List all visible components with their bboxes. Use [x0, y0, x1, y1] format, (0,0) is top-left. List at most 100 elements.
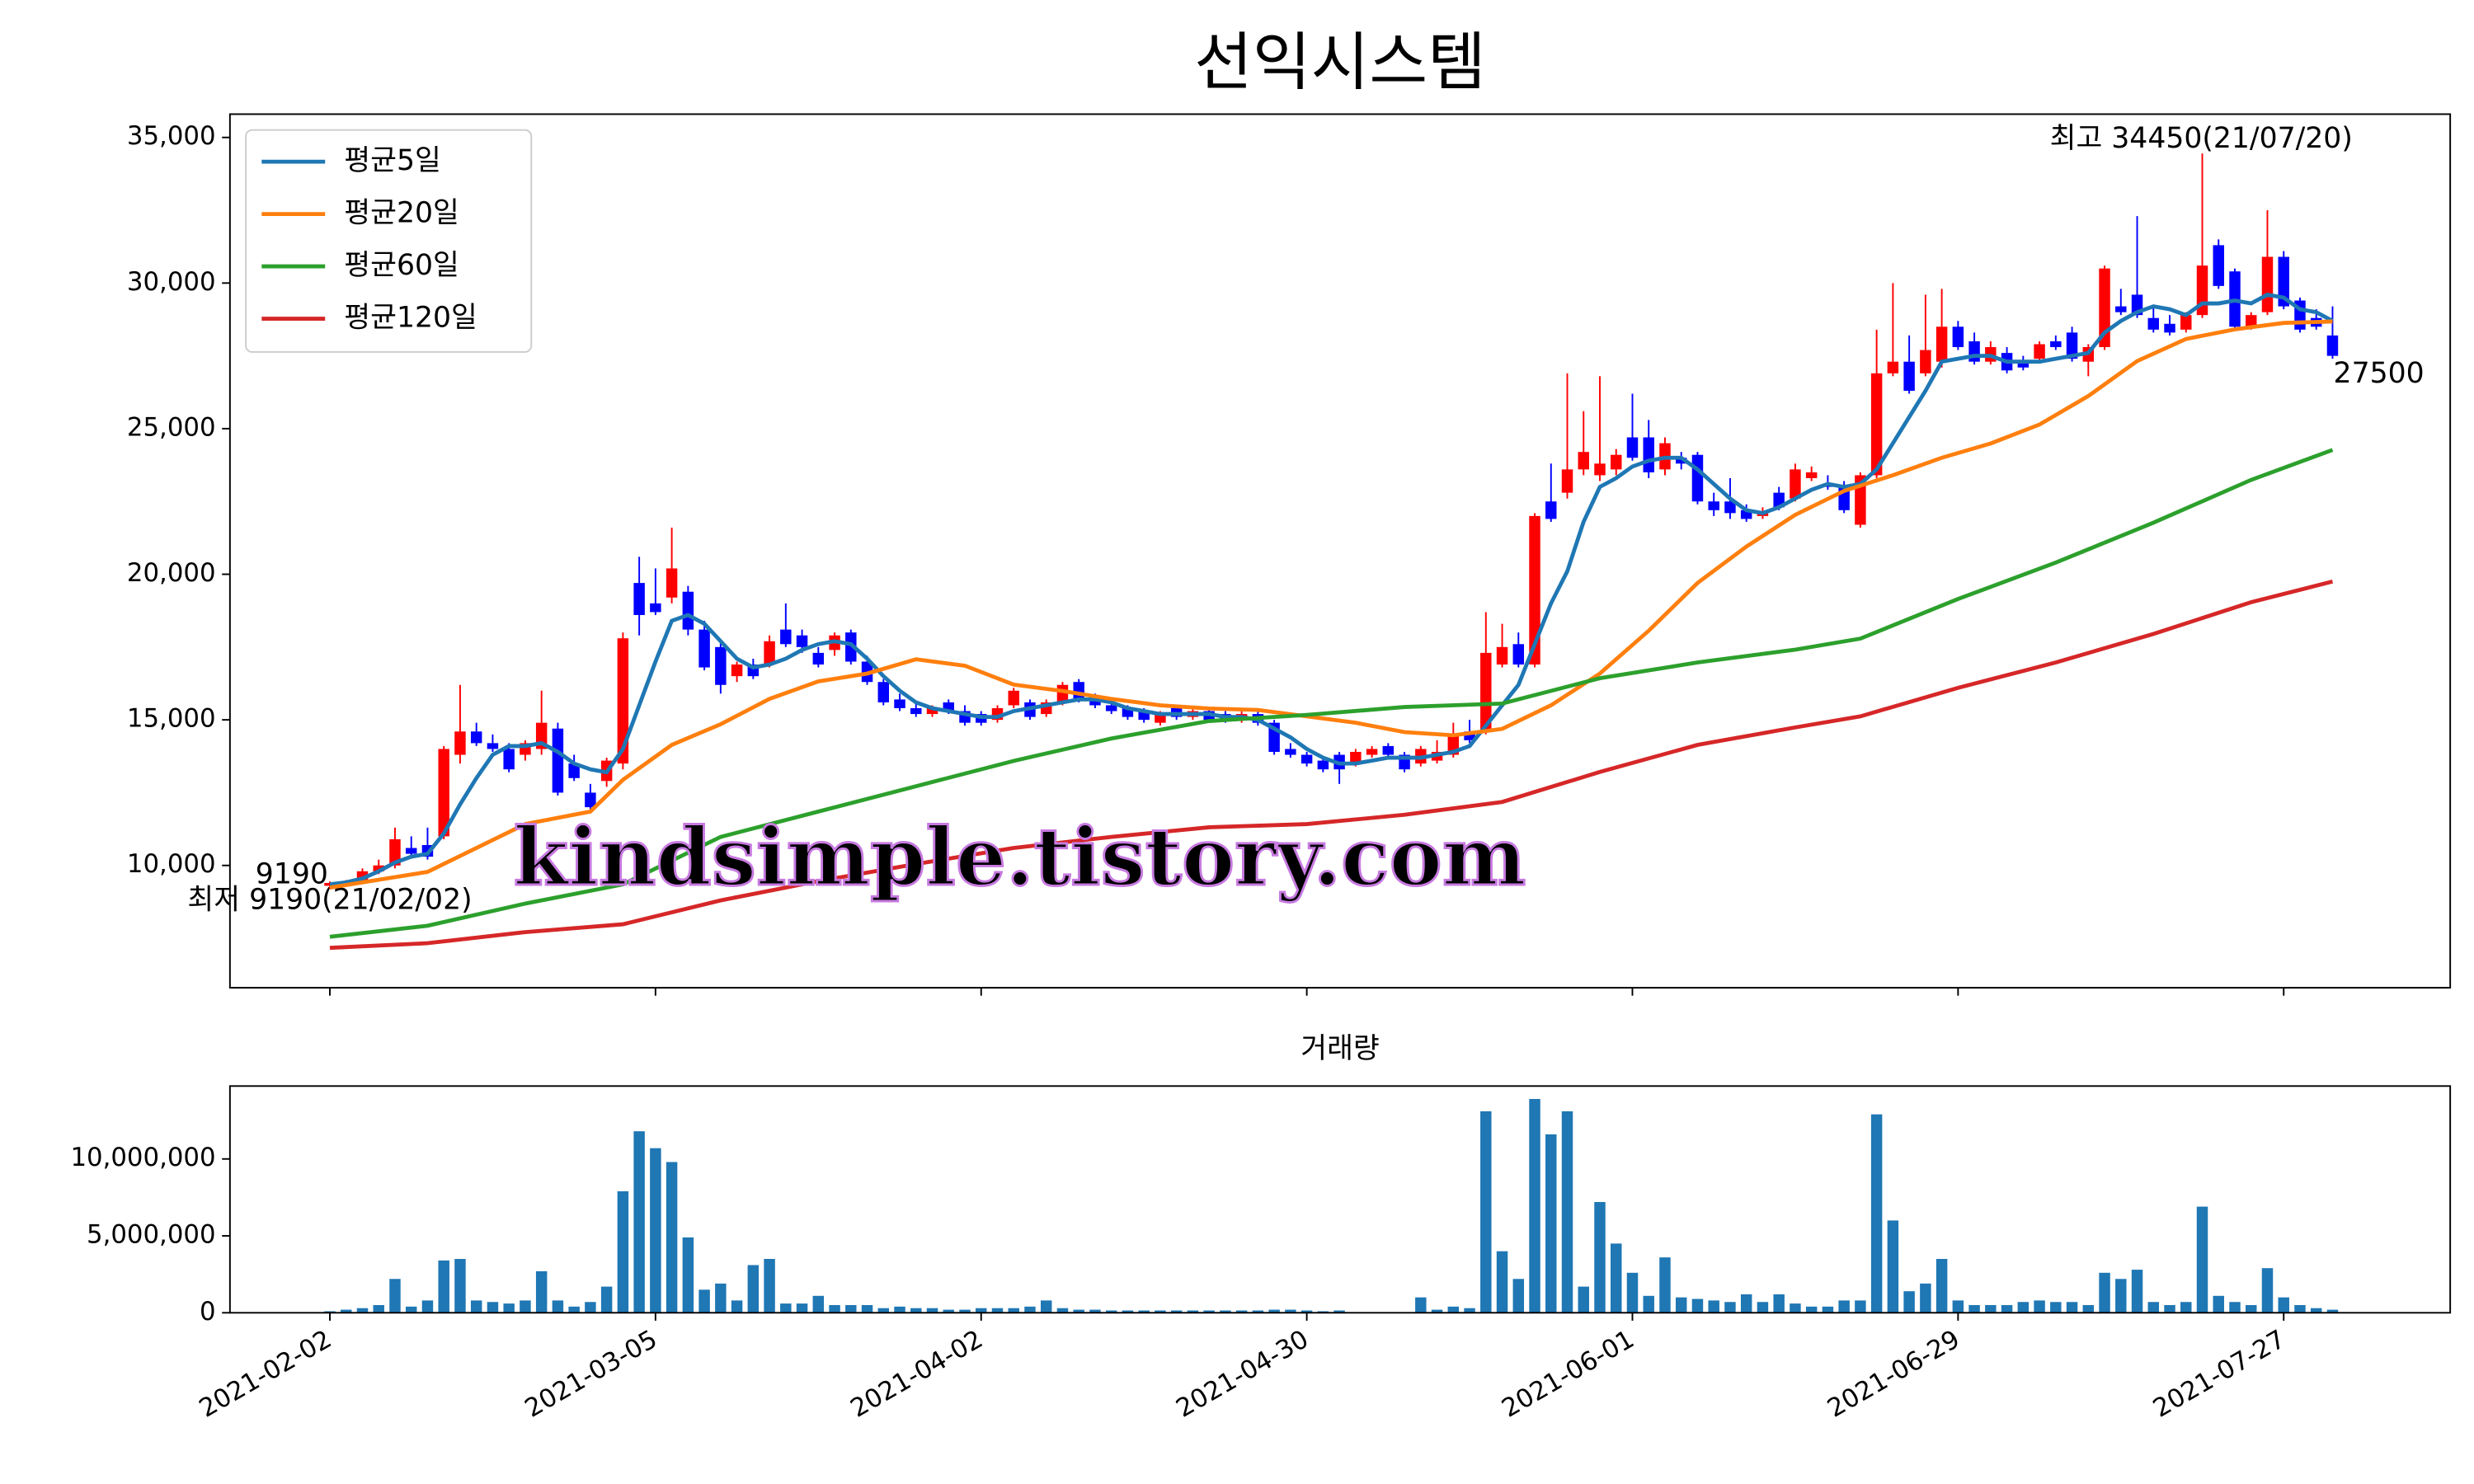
- volume-bar: [2229, 1302, 2241, 1313]
- volume-bar: [1870, 1114, 1883, 1313]
- candle-body: [1545, 501, 1557, 519]
- candle-body: [780, 629, 792, 645]
- volume-bar: [2115, 1279, 2127, 1313]
- candle-body: [682, 591, 694, 630]
- volume-bar: [1643, 1295, 1654, 1313]
- candle-body: [698, 629, 710, 668]
- volume-bar: [1920, 1283, 1931, 1313]
- candle-body: [1870, 373, 1883, 476]
- candle-body: [715, 646, 727, 685]
- candle-body: [2213, 245, 2224, 286]
- candle-body: [1073, 682, 1084, 700]
- volume-bar: [2310, 1308, 2322, 1313]
- candle-body: [1008, 690, 1019, 706]
- volume-bar: [389, 1279, 401, 1313]
- volume-bar: [2180, 1302, 2192, 1313]
- volume-bar: [1333, 1310, 1345, 1313]
- candle-body: [1122, 708, 1134, 717]
- volume-bar: [1187, 1310, 1199, 1313]
- volume-axes-frame: [228, 1085, 2452, 1314]
- candle-body: [2180, 315, 2192, 330]
- y-tick-label: 10,000: [127, 849, 216, 879]
- candle-body: [2099, 268, 2110, 348]
- volume-bar: [2213, 1295, 2224, 1313]
- volume-bar: [1040, 1300, 1052, 1313]
- y-tick-label: 30,000: [127, 267, 216, 297]
- candle-body: [585, 792, 596, 808]
- candle-body: [1790, 469, 1801, 499]
- candle-body: [1285, 749, 1296, 755]
- volume-bar: [715, 1283, 727, 1313]
- candle-body: [1887, 361, 1899, 373]
- candle-body: [2066, 332, 2078, 359]
- candle-body: [731, 665, 743, 677]
- volume-bar: [503, 1303, 515, 1313]
- volume-bar: [1708, 1300, 1719, 1313]
- candle-body: [1138, 711, 1150, 721]
- volume-bar: [1935, 1259, 1948, 1313]
- legend-label: 평균60일: [344, 249, 459, 282]
- volume-bar: [861, 1304, 873, 1313]
- volume-bar: [1887, 1220, 1899, 1313]
- volume-bar: [764, 1259, 775, 1313]
- candle-body: [764, 641, 775, 665]
- candle-body: [1561, 469, 1573, 493]
- volume-bar: [976, 1308, 987, 1313]
- volume-bar: [1903, 1291, 1915, 1313]
- candle-body: [487, 743, 499, 749]
- volume-bar: [470, 1300, 482, 1313]
- y-tick-label: 25,000: [127, 412, 216, 442]
- candle-body: [926, 708, 938, 715]
- volume-bar: [454, 1259, 466, 1313]
- volume-bar: [1985, 1304, 1997, 1313]
- candle-body: [470, 731, 482, 744]
- volume-bar: [1105, 1310, 1117, 1313]
- candle-body: [405, 848, 417, 854]
- candle-body: [1594, 463, 1606, 476]
- volume-bar: [1431, 1309, 1443, 1313]
- volume-bar: [1773, 1294, 1785, 1313]
- candle-body: [373, 865, 384, 871]
- volume-bar: [1561, 1111, 1573, 1313]
- candle-body: [1920, 350, 1931, 373]
- volume-bar: [487, 1302, 499, 1313]
- candle-body: [2164, 323, 2175, 333]
- candle-body: [1382, 745, 1395, 755]
- volume-bar: [568, 1306, 580, 1313]
- candle-body: [568, 763, 580, 778]
- chart-title: 선익시스템: [1194, 26, 1486, 100]
- candle-body: [1724, 501, 1736, 514]
- volume-bar: [1659, 1257, 1671, 1313]
- volume-bar: [731, 1300, 743, 1313]
- volume-bar: [877, 1308, 890, 1313]
- volume-bar: [1757, 1302, 1769, 1313]
- volume-bar: [2001, 1304, 2013, 1313]
- volume-bar: [2066, 1302, 2078, 1313]
- candle-body: [356, 871, 369, 881]
- volume-bar: [829, 1304, 840, 1313]
- volume-bar: [421, 1300, 434, 1313]
- volume-bar: [1024, 1306, 1036, 1313]
- volume-bar: [617, 1190, 629, 1313]
- ma-line: [329, 448, 2334, 939]
- volume-bar: [1790, 1303, 1801, 1313]
- volume-bar: [1155, 1310, 1166, 1313]
- candle-body: [943, 702, 954, 711]
- candle-body: [552, 728, 564, 793]
- candle-body: [1675, 458, 1687, 464]
- volume-bar: [682, 1237, 694, 1313]
- volume-bar: [1056, 1308, 1069, 1313]
- candle-body: [1626, 437, 1639, 458]
- candle-body: [894, 699, 905, 709]
- volume-bar: [1838, 1300, 1850, 1313]
- volume-bar: [2246, 1304, 2257, 1313]
- candle-body: [2017, 361, 2030, 368]
- ma-line: [329, 319, 2333, 890]
- volume-bar: [1464, 1308, 1475, 1313]
- volume-bar: [1611, 1243, 1622, 1313]
- candle-body: [2278, 256, 2289, 307]
- watermark: kindsimple.tistory.com: [514, 810, 1526, 904]
- volume-bar: [1691, 1298, 1704, 1313]
- volume-bar: [600, 1286, 613, 1313]
- candle-body: [1105, 705, 1117, 711]
